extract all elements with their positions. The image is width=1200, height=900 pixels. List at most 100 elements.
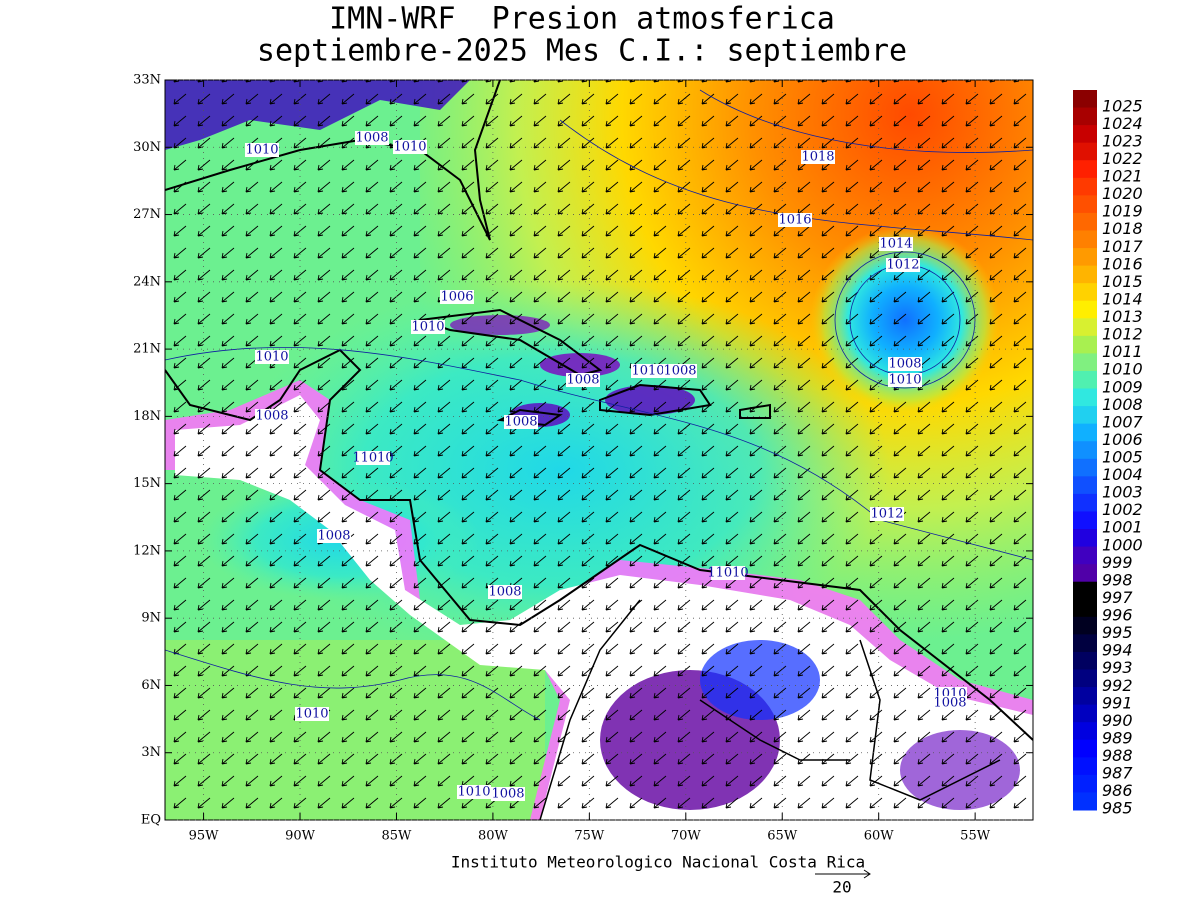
colorbar-label: 1011	[1102, 342, 1143, 361]
colorbar-label: 999	[1102, 553, 1133, 572]
x-tick-label: 95W	[189, 829, 220, 844]
contour-label-bg	[888, 373, 922, 387]
title-line: septiembre-2025 Mes C.I.: septiembre	[257, 34, 907, 69]
colorbar-label: 1022	[1102, 149, 1143, 168]
y-tick-label: 18N	[133, 409, 161, 424]
colorbar-swatch	[1073, 651, 1097, 671]
y-tick-label: 21N	[133, 342, 161, 357]
colorbar-label: 1007	[1102, 412, 1144, 431]
contour-label-bg	[870, 507, 904, 521]
y-tick-label: EQ	[141, 813, 161, 828]
colorbar-swatch	[1073, 511, 1097, 530]
colorbar-label: 988	[1102, 746, 1133, 765]
colorbar-swatch	[1073, 335, 1097, 354]
x-tick-label: 85W	[382, 829, 413, 844]
colorbar-label: 1013	[1102, 307, 1143, 326]
colorbar-label: 1003	[1102, 483, 1143, 502]
colorbar-swatch	[1073, 388, 1097, 407]
y-tick-label: 33N	[133, 73, 161, 88]
colorbar-swatch	[1073, 687, 1097, 706]
colorbar-swatch	[1073, 230, 1097, 249]
x-tick-label: 90W	[285, 829, 316, 844]
colorbar-label: 994	[1102, 641, 1133, 660]
colorbar-swatch	[1073, 476, 1097, 495]
contour-label: 1012	[870, 507, 903, 522]
colorbar-swatch	[1073, 493, 1097, 512]
colorbar-swatch	[1073, 458, 1097, 477]
colorbar-swatch	[1073, 125, 1097, 144]
colorbar-label: 990	[1102, 711, 1133, 730]
y-tick-label: 12N	[133, 543, 161, 558]
contour-label-bg	[933, 696, 967, 710]
contour-label-bg	[356, 451, 390, 465]
colorbar-swatch	[1073, 634, 1097, 653]
colorbar-swatch	[1073, 265, 1097, 284]
contour-label: 1014	[879, 237, 912, 252]
contour-label: 1008	[488, 585, 521, 600]
colorbar-label: 1025	[1102, 96, 1143, 115]
colorbar-swatch	[1073, 353, 1097, 372]
contour-label: 1008	[888, 357, 921, 372]
contour-label: 1012	[886, 258, 919, 273]
y-tick-label: 27N	[133, 207, 161, 222]
colorbar-swatch	[1073, 160, 1097, 179]
colorbar-label: 1019	[1102, 202, 1143, 221]
colorbar-swatch	[1073, 212, 1097, 231]
contour-label: 1018	[801, 150, 834, 165]
x-tick-label: 55W	[960, 829, 991, 844]
colorbar-label: 995	[1102, 623, 1133, 642]
colorbar-label: 1004	[1102, 465, 1143, 484]
title-line: IMN-WRF Presion atmosferica	[329, 2, 835, 37]
colorbar-label: 1006	[1102, 430, 1143, 449]
reference-vector-label: 20	[832, 878, 851, 897]
contour-label-bg	[255, 409, 289, 423]
colorbar-label: 992	[1102, 676, 1133, 695]
colorbar-label: 1002	[1102, 500, 1143, 519]
contour-label: 1006	[440, 290, 473, 305]
contour-label-bg	[457, 785, 491, 799]
colorbar-swatch	[1073, 616, 1097, 635]
colorbar-label: 1020	[1102, 184, 1143, 203]
colorbar-label: 991	[1102, 693, 1133, 712]
contour-label: 11010	[352, 451, 393, 466]
colorbar-swatch	[1073, 599, 1097, 618]
contour-label-bg	[295, 707, 329, 721]
contour-label: 1008	[255, 409, 288, 424]
colorbar-label: 1012	[1102, 325, 1143, 344]
colorbar-swatch	[1073, 774, 1097, 793]
colorbar-label: 993	[1102, 658, 1133, 677]
colorbar-swatch	[1073, 248, 1097, 267]
contour-label-bg	[504, 415, 538, 429]
colorbar-label: 1021	[1102, 167, 1143, 186]
contour-label-bg	[886, 258, 920, 272]
colorbar-label: 1014	[1102, 289, 1143, 308]
contour-label-bg	[411, 320, 445, 334]
x-tick-label: 60W	[864, 829, 895, 844]
colorbar-label: 987	[1102, 764, 1133, 783]
x-tick-label: 70W	[671, 829, 702, 844]
contour-label: 11010	[707, 566, 748, 581]
colorbar-swatch	[1073, 300, 1097, 319]
contour-label-bg	[631, 364, 665, 378]
colorbar-swatch	[1073, 283, 1097, 302]
y-tick-label: 15N	[133, 476, 161, 491]
colorbar-label: 1015	[1102, 272, 1143, 291]
field	[165, 80, 1033, 820]
colorbar-label: 1005	[1102, 448, 1143, 467]
y-tick-label: 24N	[133, 274, 161, 289]
x-tick-label: 80W	[478, 829, 509, 844]
colorbar-label: 1023	[1102, 131, 1143, 150]
colorbar-label: 998	[1102, 570, 1133, 589]
contour-label: 1008	[355, 131, 388, 146]
contour-label-bg	[317, 529, 351, 543]
colorbar-label: 1001	[1102, 518, 1143, 537]
colorbar-label: 997	[1102, 588, 1133, 607]
colorbar-swatch	[1073, 704, 1097, 723]
y-tick-label: 6N	[141, 678, 161, 693]
colorbar-label: 986	[1102, 781, 1133, 800]
colorbar-swatch	[1073, 564, 1097, 583]
colorbar-swatch	[1073, 581, 1097, 600]
colorbar-swatch	[1073, 722, 1097, 741]
contour-label: 1008	[317, 529, 350, 544]
